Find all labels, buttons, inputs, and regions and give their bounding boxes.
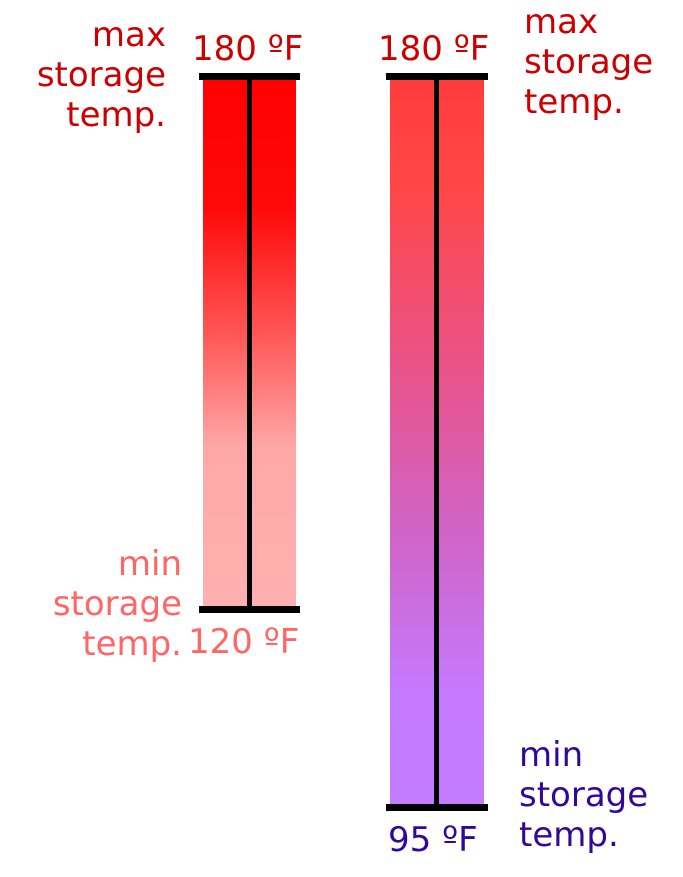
tank-2-min-line-3: temp. [519,815,619,855]
tank-1-bottom-temp: 120 ºF [188,622,300,662]
tank-1-max-label: max storage temp. [10,15,166,135]
tank-1-min-line-1: min [117,544,182,584]
tank-2-top-temp: 180 ºF [378,29,490,69]
tank-2-max-line-3: temp. [524,82,624,122]
tank-1-max-line-3: temp. [66,95,166,135]
tank-2-max-line-1: max [524,2,599,42]
tank-1-min-line-2: storage [52,584,182,624]
tank-2-bottom-temp: 95 ºF [388,820,478,860]
tank-1-min-label: min storage temp. [10,544,182,664]
tank-1-divider [247,77,252,609]
tank-2-min-line-2: storage [519,775,649,815]
tank-2-max-label: max storage temp. [524,2,653,122]
tank-1-top-cap [199,73,300,80]
tank-2-min-line-1: min [519,735,584,775]
tank-1-max-line-1: max [91,15,166,55]
tank-1-top-temp: 180 ºF [192,29,304,69]
tank-2-min-label: min storage temp. [519,735,648,855]
tank-2-max-line-2: storage [524,42,654,82]
tank-1-max-line-2: storage [36,55,166,95]
tank-1-min-line-3: temp. [82,624,182,664]
tank-2-top-cap [386,73,488,80]
tank-1-bottom-cap [199,606,300,613]
tank-2-bottom-cap [386,804,488,811]
tank-2-divider [434,77,439,807]
